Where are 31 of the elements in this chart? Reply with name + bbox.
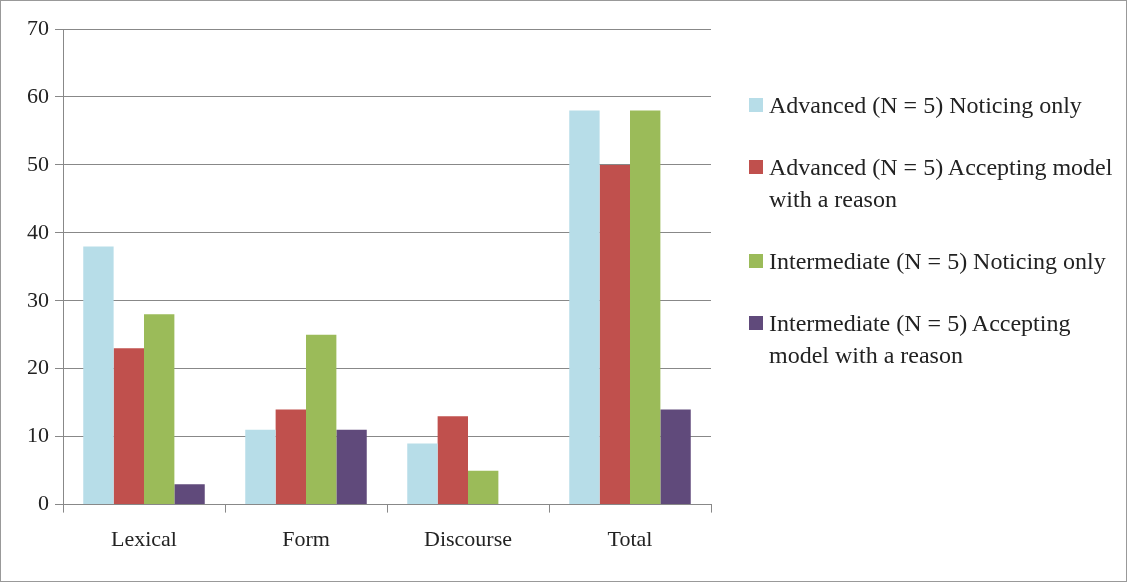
bar xyxy=(630,110,661,505)
bar xyxy=(113,348,144,505)
x-tick-label: Form xyxy=(282,525,330,551)
legend-label: Advanced (N = 5) Accepting model with a reason xyxy=(769,153,1114,214)
y-tick-label: 40 xyxy=(27,218,49,244)
bar xyxy=(468,470,499,505)
y-tick-label: 30 xyxy=(27,286,49,312)
bar xyxy=(407,443,438,505)
x-tick-label: Discourse xyxy=(424,525,512,551)
y-tick-label: 60 xyxy=(27,82,49,108)
bar xyxy=(569,110,600,505)
x-tick-label: Lexical xyxy=(111,525,177,551)
bar xyxy=(306,334,337,505)
y-tick-label: 50 xyxy=(27,150,49,176)
legend-label: Intermediate (N = 5) Accepting model with a reason xyxy=(769,309,1072,370)
bar xyxy=(275,409,306,505)
bar xyxy=(336,429,367,505)
y-tick-label: 20 xyxy=(27,354,49,380)
bar xyxy=(174,484,205,505)
bar xyxy=(660,409,691,505)
bar xyxy=(144,314,175,505)
bar xyxy=(245,429,276,505)
x-tick-label: Total xyxy=(607,525,653,551)
y-tick-label: 10 xyxy=(27,422,49,448)
legend-label: Advanced (N = 5) Noticing only xyxy=(769,91,1082,120)
y-tick-label: 70 xyxy=(27,14,49,40)
bar xyxy=(83,246,114,505)
bar xyxy=(437,416,468,505)
y-tick-label: 0 xyxy=(38,490,49,516)
bar xyxy=(599,164,630,505)
legend-label: Intermediate (N = 5) Noticing only xyxy=(769,247,1106,276)
